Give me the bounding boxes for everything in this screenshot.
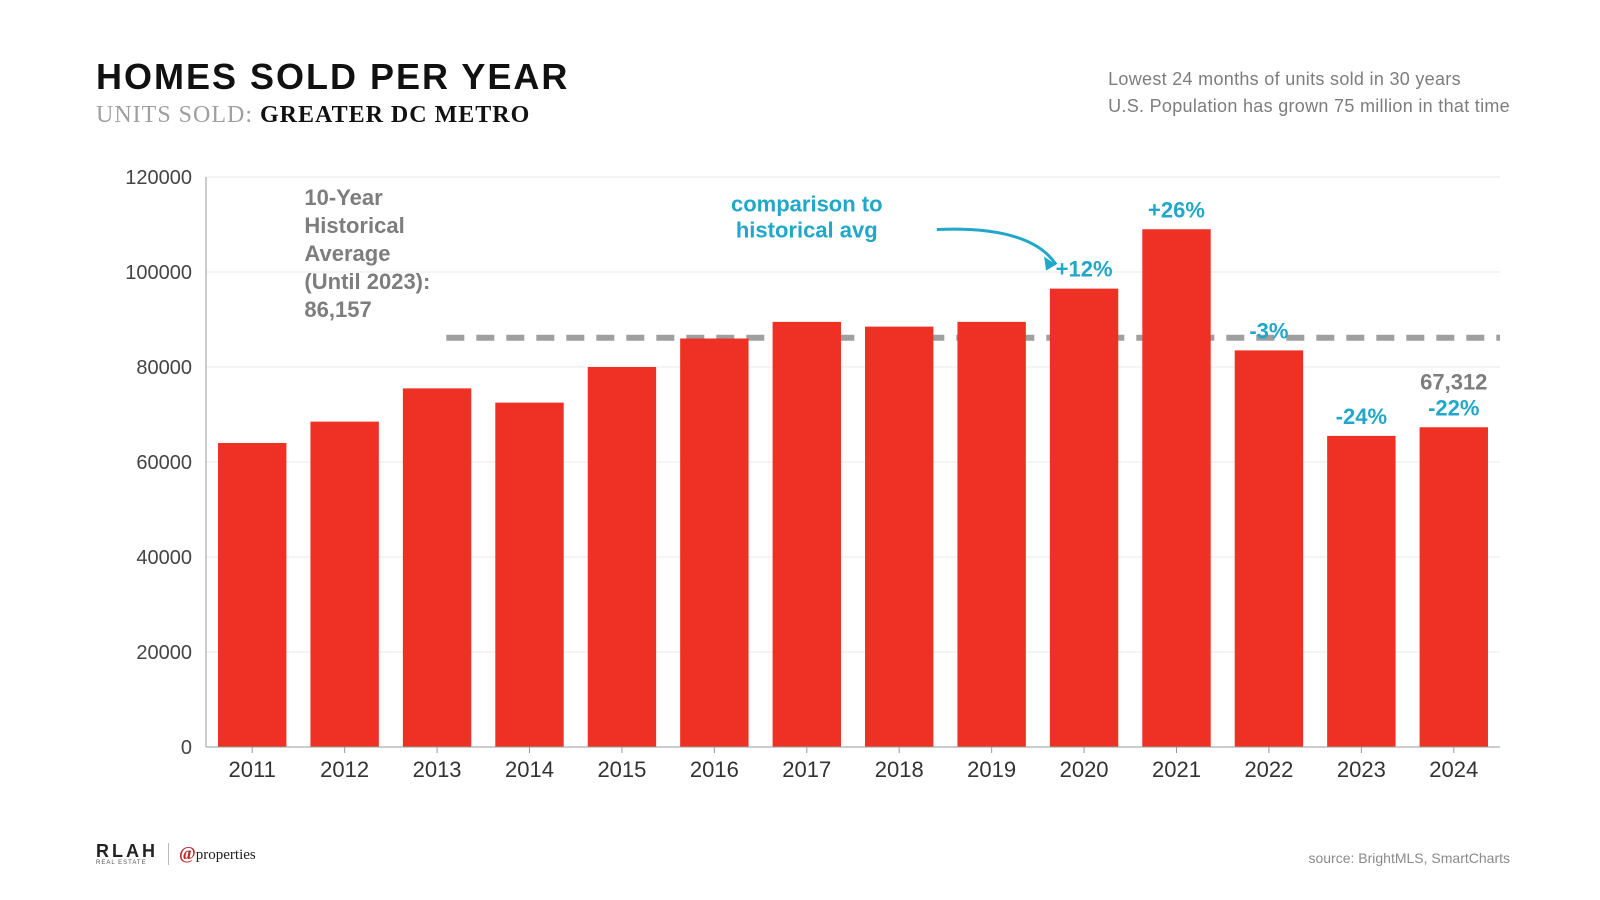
chart-subtitle: UNITS SOLD: GREATER DC METRO <box>96 102 569 129</box>
x-tick-label: 2019 <box>967 757 1016 782</box>
avg-note-line: 10-Year <box>304 185 383 210</box>
caption-line-1: Lowest 24 months of units sold in 30 yea… <box>1108 66 1510 93</box>
x-tick-label: 2022 <box>1244 757 1293 782</box>
bar-pct-label: +26% <box>1148 197 1205 222</box>
bar <box>1327 436 1395 747</box>
bar <box>495 403 563 747</box>
page: HOMES SOLD PER YEAR UNITS SOLD: GREATER … <box>0 0 1600 900</box>
y-tick-label: 100000 <box>125 262 192 284</box>
footer: RLAH REAL ESTATE @properties source: Bri… <box>96 841 1510 866</box>
comparison-arrow <box>937 229 1056 264</box>
bar <box>1420 427 1488 747</box>
bar <box>310 422 378 747</box>
bar-value-label: 67,312 <box>1420 369 1487 394</box>
x-tick-label: 2012 <box>320 757 369 782</box>
bar <box>1235 350 1303 747</box>
x-tick-label: 2018 <box>875 757 924 782</box>
avg-note-line: (Until 2023): <box>304 269 430 294</box>
x-tick-label: 2013 <box>413 757 462 782</box>
chart-area: +12% +26% -3% -24% 67,312-22% 0 20000 40000 600… <box>96 157 1510 797</box>
avg-note-line: Historical <box>304 213 404 238</box>
bar <box>218 443 286 747</box>
bar <box>957 322 1025 747</box>
logo-rlah: RLAH REAL ESTATE <box>96 841 158 866</box>
bar <box>865 327 933 747</box>
bar-pct-label: -3% <box>1249 318 1288 343</box>
subtitle-prefix: UNITS SOLD: <box>96 102 260 128</box>
source-text: source: BrightMLS, SmartCharts <box>1308 850 1510 866</box>
title-block: HOMES SOLD PER YEAR UNITS SOLD: GREATER … <box>96 56 569 129</box>
header: HOMES SOLD PER YEAR UNITS SOLD: GREATER … <box>96 56 1510 129</box>
avg-note-line: Average <box>304 241 390 266</box>
avg-note-line: 86,157 <box>304 297 371 322</box>
comparison-note-line: comparison to <box>731 192 883 217</box>
y-tick-label: 80000 <box>136 357 192 379</box>
y-tick-label: 120000 <box>125 167 192 189</box>
x-tick-label: 2016 <box>690 757 739 782</box>
chart-title: HOMES SOLD PER YEAR <box>96 56 569 98</box>
bar <box>1142 229 1210 747</box>
subtitle-region: GREATER DC METRO <box>260 102 530 128</box>
bar <box>680 339 748 748</box>
x-tick-label: 2021 <box>1152 757 1201 782</box>
x-tick-label: 2020 <box>1060 757 1109 782</box>
y-tick-label: 60000 <box>136 452 192 474</box>
y-tick-label: 40000 <box>136 547 192 569</box>
x-tick-label: 2011 <box>229 757 276 782</box>
bar <box>773 322 841 747</box>
x-tick-label: 2014 <box>505 757 554 782</box>
y-tick-label: 20000 <box>136 642 192 664</box>
bar <box>403 388 471 747</box>
x-tick-label: 2015 <box>597 757 646 782</box>
bar-pct-label: -24% <box>1336 404 1387 429</box>
bar <box>588 367 656 747</box>
logo-block: RLAH REAL ESTATE @properties <box>96 841 256 866</box>
caption-block: Lowest 24 months of units sold in 30 yea… <box>1108 66 1510 120</box>
bar-pct-label: +12% <box>1056 257 1113 282</box>
bar <box>1050 289 1118 747</box>
bar-pct-label: -22% <box>1428 395 1479 420</box>
x-tick-label: 2017 <box>782 757 831 782</box>
x-tick-label: 2024 <box>1429 757 1478 782</box>
logo-properties: @properties <box>179 843 256 864</box>
x-tick-label: 2023 <box>1337 757 1386 782</box>
bar-chart: +12% +26% -3% -24% 67,312-22% 0 20000 40000 600… <box>96 157 1510 797</box>
logo-separator <box>168 843 169 865</box>
caption-line-2: U.S. Population has grown 75 million in … <box>1108 93 1510 120</box>
comparison-note-line: historical avg <box>736 218 878 243</box>
y-tick-label: 0 <box>181 737 192 759</box>
